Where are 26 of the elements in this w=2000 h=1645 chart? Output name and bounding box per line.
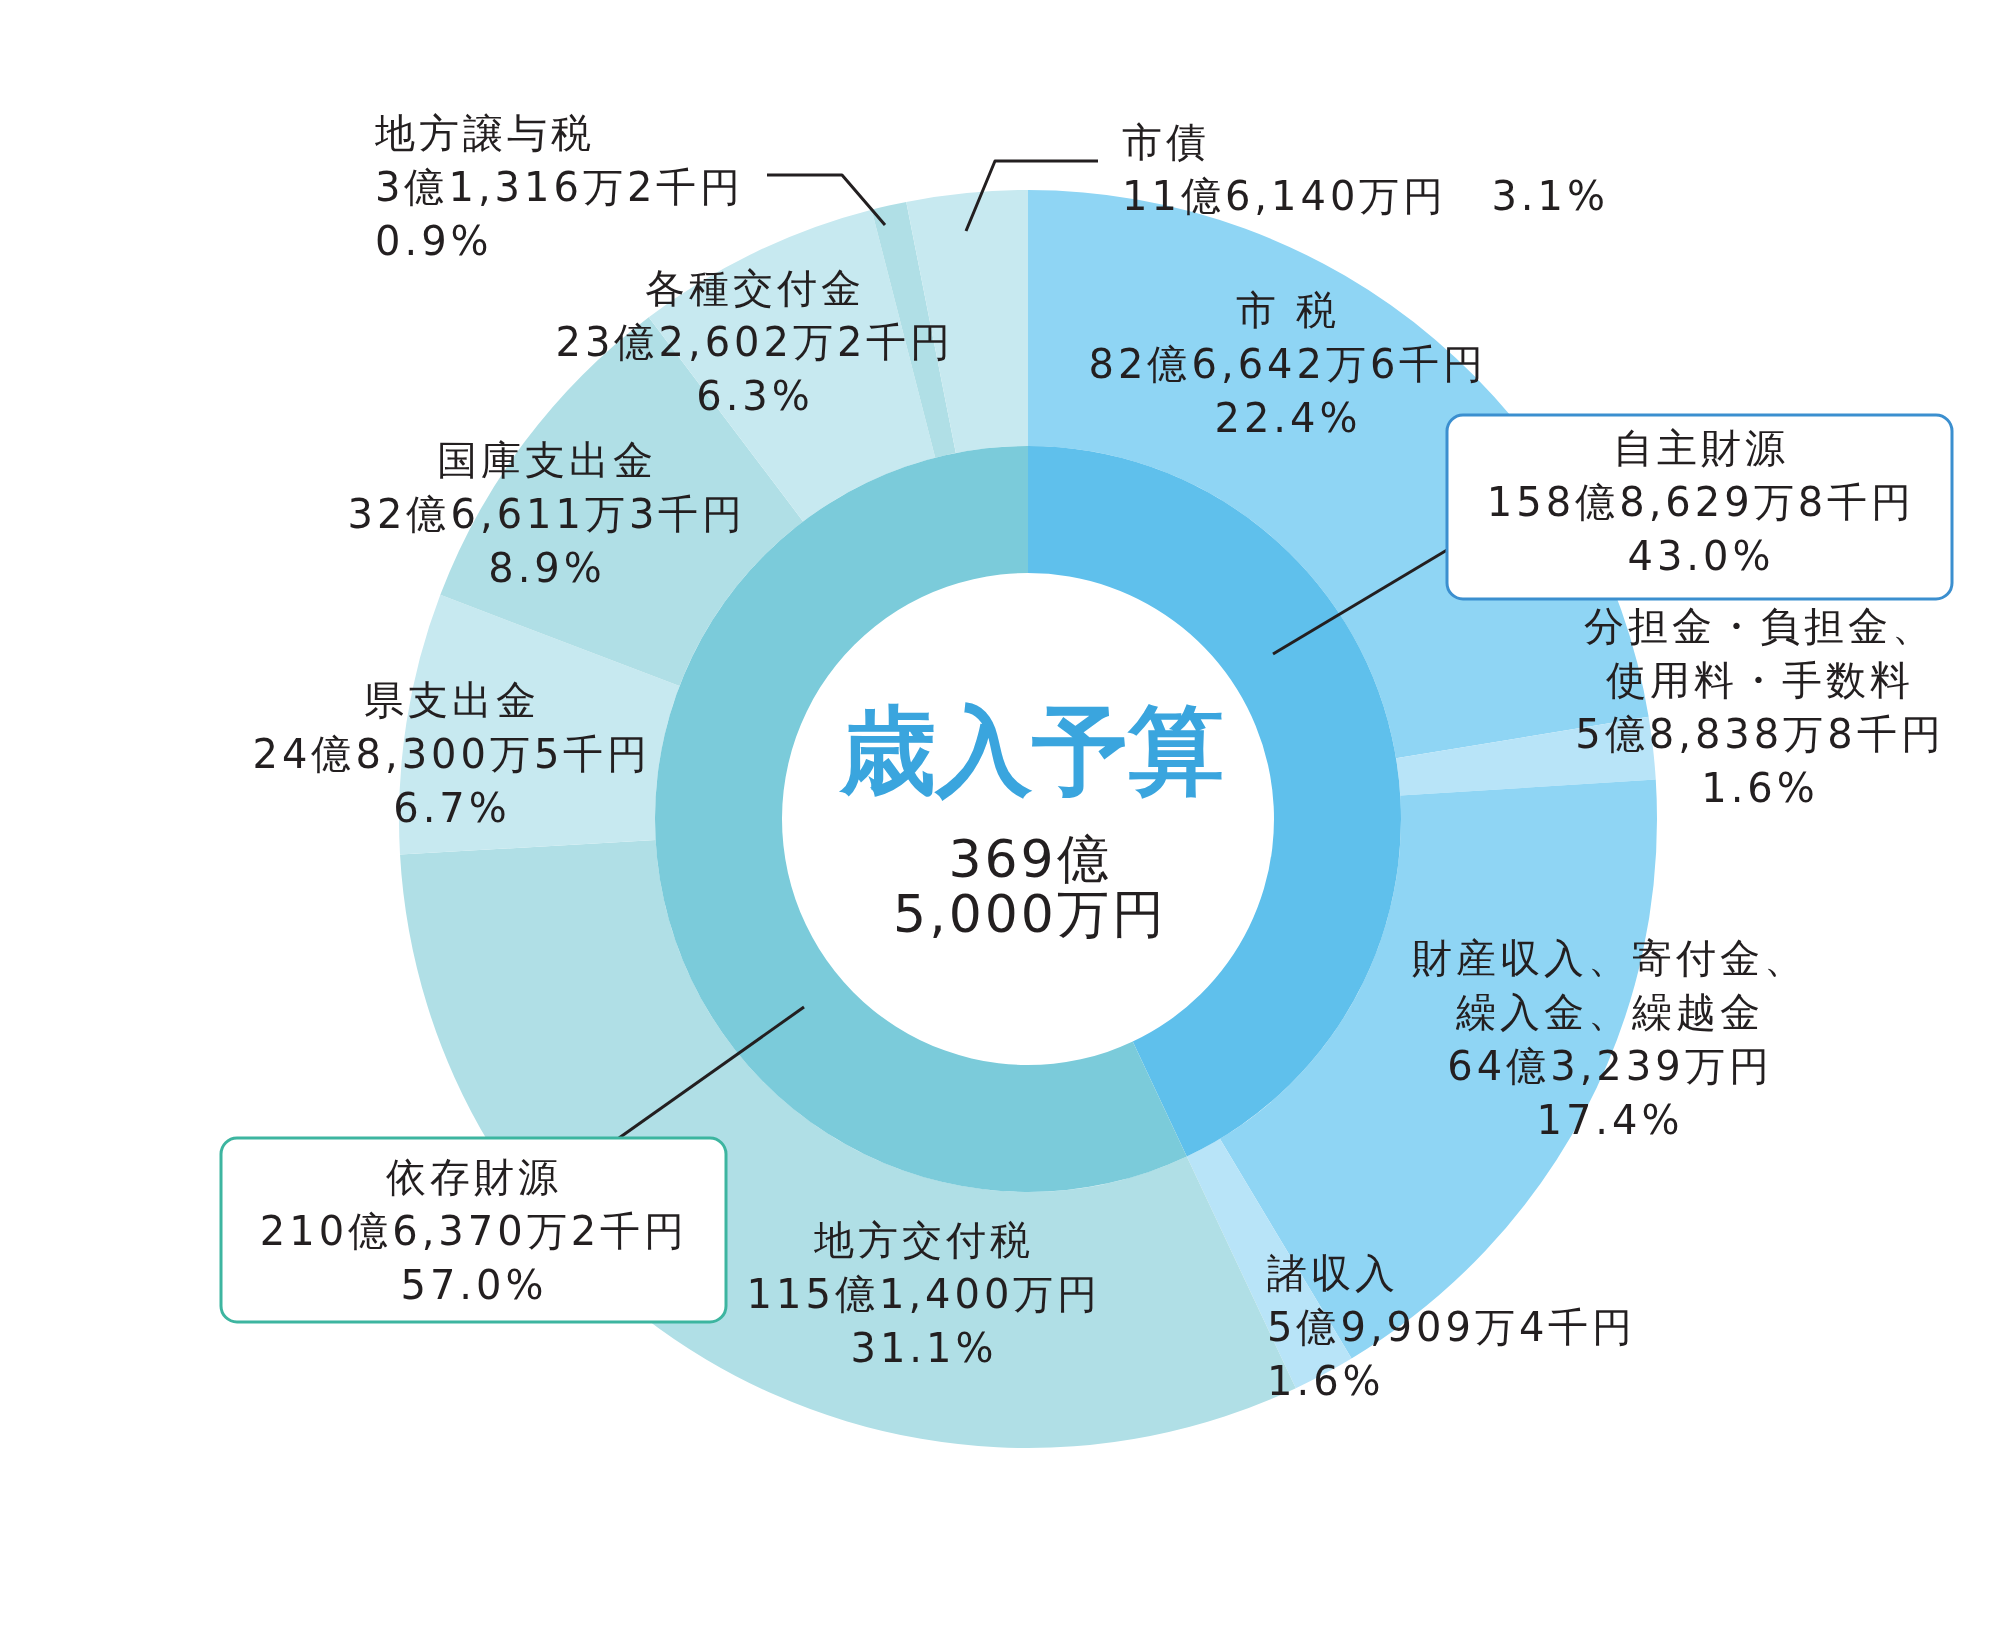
data-label: 210億6,370万2千円 57.0% — [259, 1208, 689, 1309]
text: 369億 5,000万円 — [893, 828, 1167, 944]
slice-label: 国庫支出金 — [437, 437, 657, 484]
data-label: 158億8,629万8千円 43.0% — [1486, 479, 1916, 580]
slice-label: 分担金・負担金、使用料・手数料 — [1584, 603, 1936, 704]
data-label: 5億8,838万8千円 1.6% — [1575, 711, 1945, 812]
slice-label: 財産収入、寄付金、繰入金、繰越金 — [1412, 935, 1808, 1036]
data-label: 3億1,316万2千円 0.9% — [375, 164, 745, 265]
slice-label: 市債 — [1122, 119, 1210, 166]
slice-label: 地方譲与税 — [374, 110, 595, 157]
data-label: 82億6,642万6千円 22.4% — [1088, 341, 1488, 442]
text: 歳入予算 — [838, 694, 1224, 807]
data-label: 64億3,239万円 17.4% — [1447, 1043, 1773, 1144]
data-label: 24億8,300万5千円 6.7% — [252, 731, 652, 832]
slice-label: 市 税 — [1235, 287, 1341, 334]
slice-label: 県支出金 — [364, 677, 540, 724]
data-label: 115億1,400万円 31.1% — [746, 1271, 1102, 1372]
slice-label: 地方交付税 — [813, 1217, 1034, 1264]
data-label: 23億2,602万2千円 6.3% — [555, 319, 955, 420]
data-label: 11億6,140万円 3.1% — [1122, 173, 1610, 220]
data-label: 32億6,611万3千円 8.9% — [347, 491, 747, 592]
slice-label: 自主財源 — [1613, 425, 1789, 472]
slice-label: 依存財源 — [386, 1154, 562, 1201]
data-label: 5億9,909万4千円 1.6% — [1267, 1304, 1637, 1405]
slice-label: 諸収入 — [1267, 1250, 1399, 1297]
slice-label: 各種交付金 — [645, 265, 865, 312]
